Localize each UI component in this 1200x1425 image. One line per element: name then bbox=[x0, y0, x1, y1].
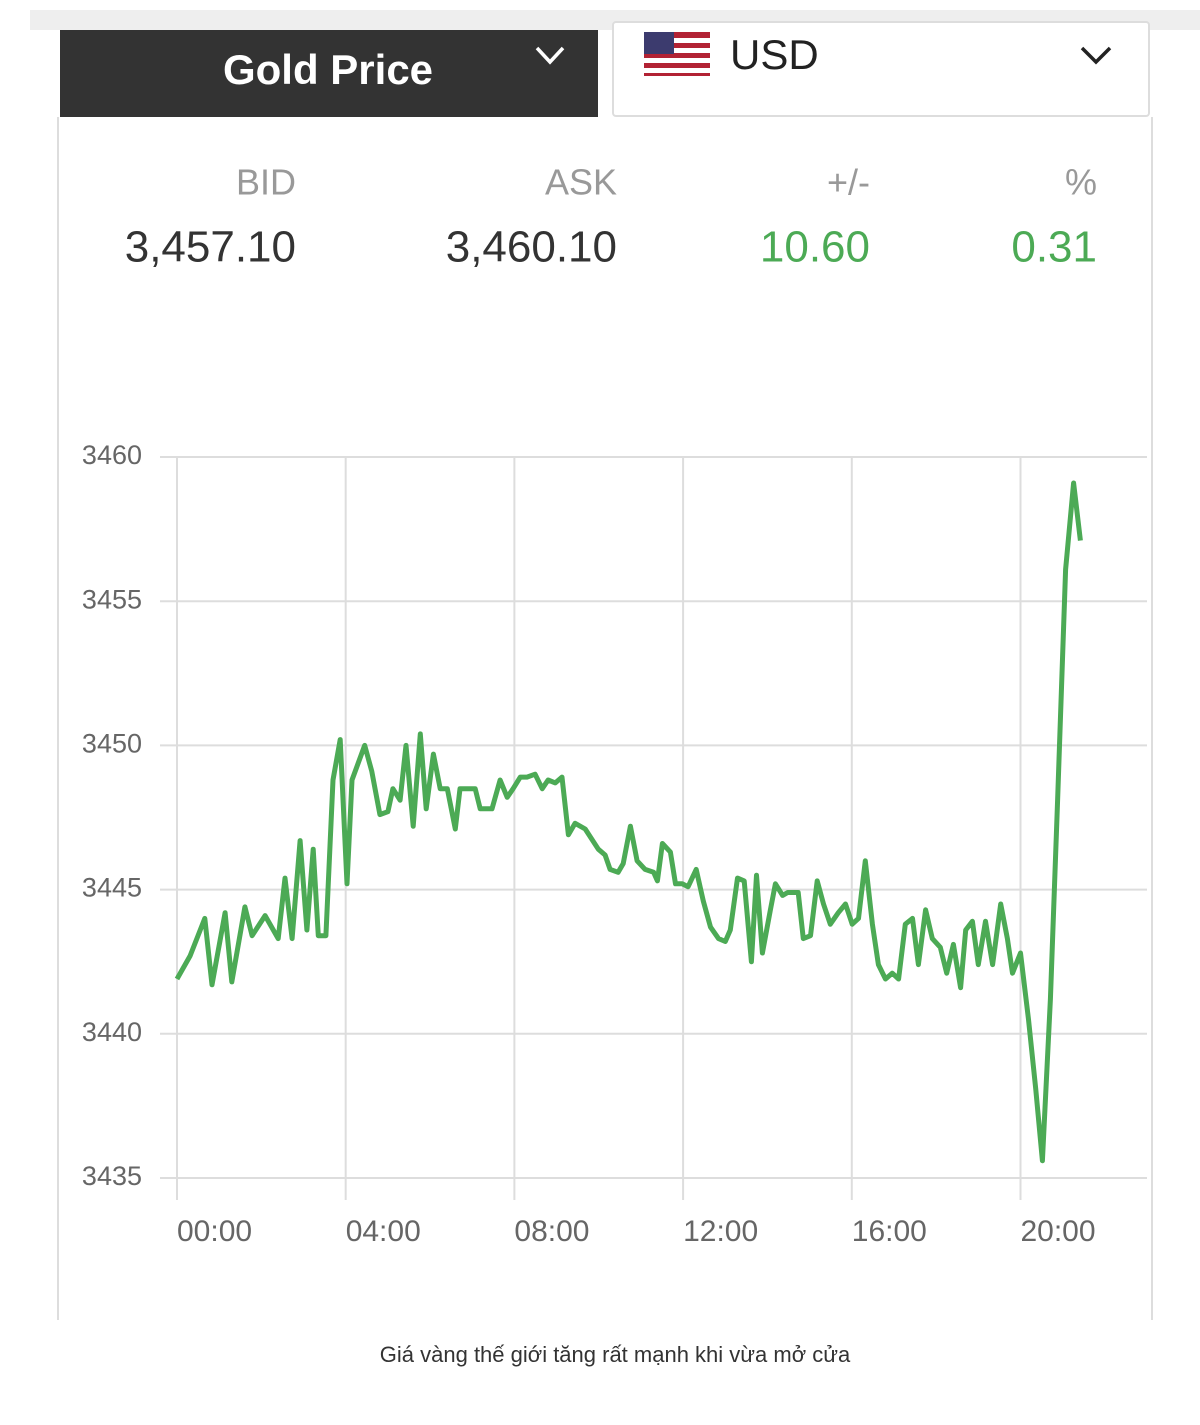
y-tick-label: 3450 bbox=[82, 729, 142, 759]
price-line bbox=[174, 480, 1083, 1164]
quote-value: 3,460.10 bbox=[446, 223, 617, 272]
us-flag bbox=[644, 32, 710, 76]
x-tick-label: 12:00 bbox=[683, 1215, 758, 1248]
quote-label: ASK bbox=[545, 162, 617, 203]
chevron bbox=[1080, 46, 1112, 65]
y-tick-label: 3435 bbox=[82, 1161, 142, 1191]
caption: Giá vàng thế giới tăng rất mạnh khi vừa … bbox=[380, 1342, 851, 1367]
quote-value: 10.60 bbox=[760, 223, 870, 272]
x-tick-label: 20:00 bbox=[1020, 1215, 1095, 1248]
quote-label: % bbox=[1065, 162, 1097, 203]
currency-select[interactable] bbox=[612, 21, 1150, 117]
x-tick-label: 16:00 bbox=[852, 1215, 927, 1248]
metal-select[interactable] bbox=[60, 30, 598, 117]
quote-value: 0.31 bbox=[1011, 223, 1097, 272]
quote-value: 3,457.10 bbox=[125, 223, 296, 272]
y-tick-label: 3455 bbox=[82, 584, 142, 614]
quote-label: BID bbox=[236, 162, 296, 203]
x-tick-label: 00:00 bbox=[177, 1215, 252, 1248]
currency: USD bbox=[730, 31, 819, 78]
y-tick-label: 3440 bbox=[82, 1017, 142, 1047]
chevron bbox=[535, 46, 565, 65]
x-tick-label: 08:00 bbox=[514, 1215, 589, 1248]
metal-title: Gold Price bbox=[223, 46, 433, 93]
quote-label: +/- bbox=[827, 162, 870, 203]
y-tick-label: 3445 bbox=[82, 873, 142, 903]
y-tick-label: 3460 bbox=[82, 440, 142, 470]
x-tick-label: 04:00 bbox=[346, 1215, 421, 1248]
